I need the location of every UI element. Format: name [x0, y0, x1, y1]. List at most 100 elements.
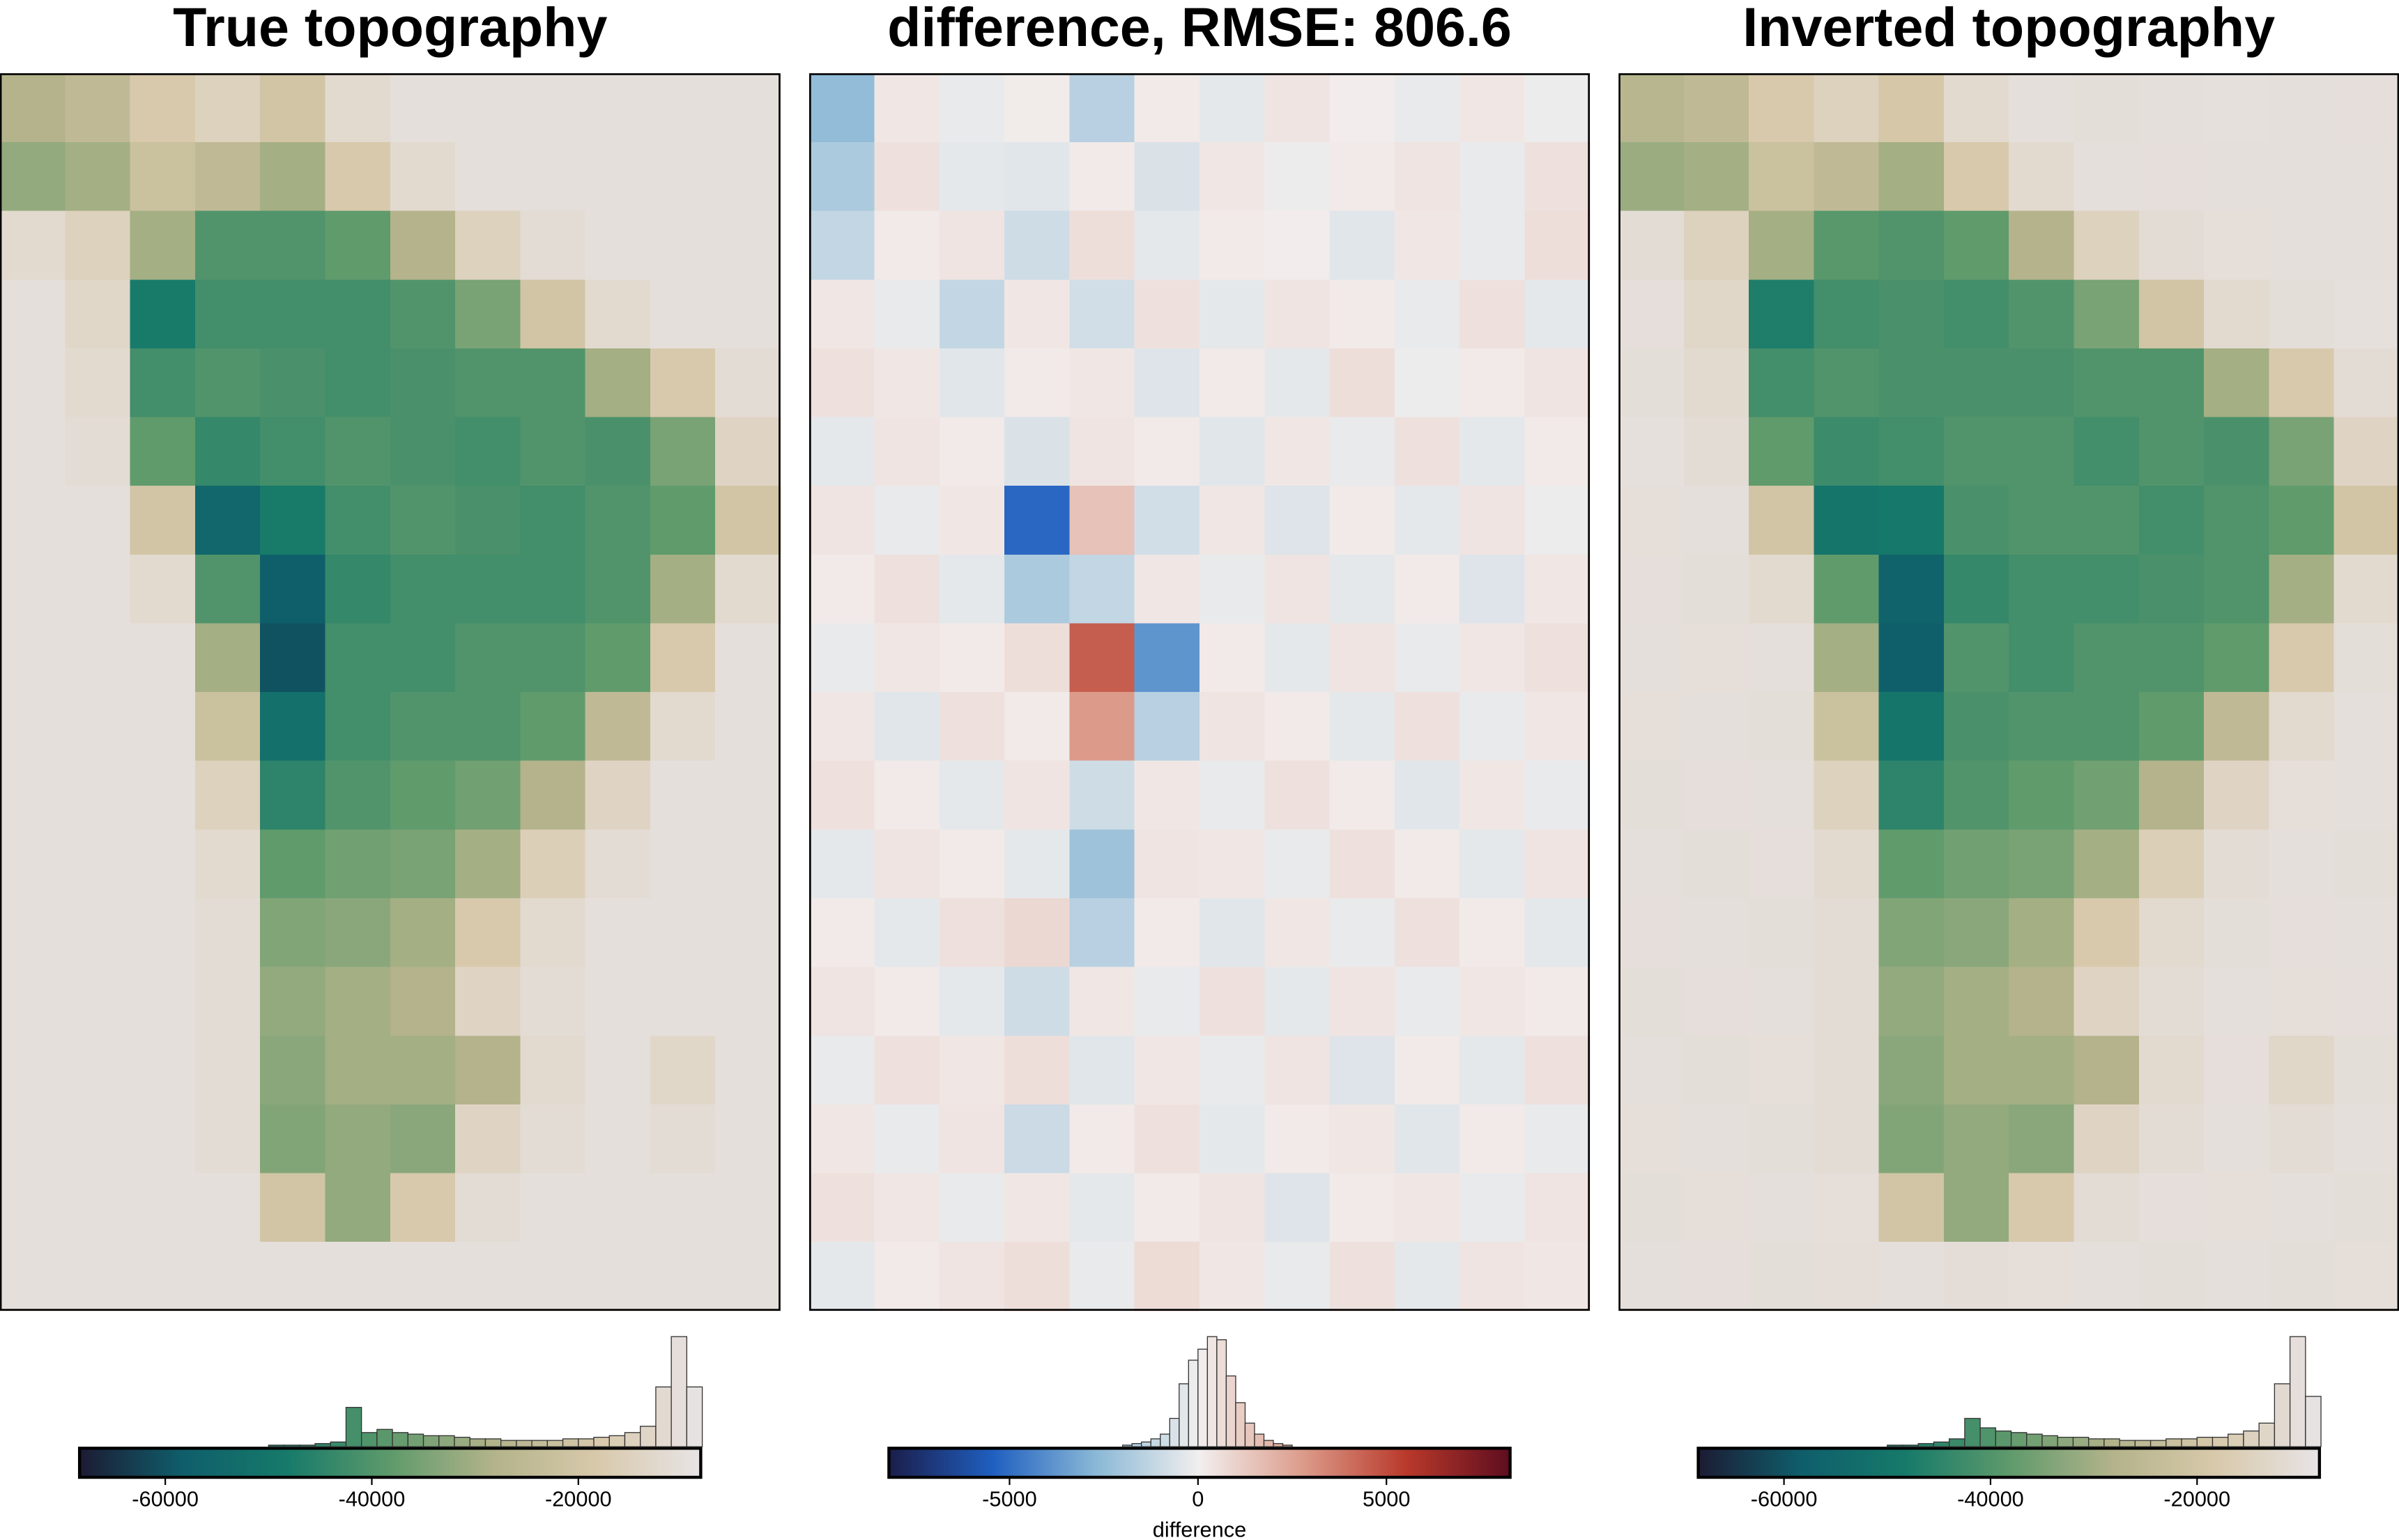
cell	[130, 554, 196, 624]
cell	[1069, 1173, 1135, 1243]
cell	[1749, 279, 1815, 349]
cell	[0, 1104, 66, 1174]
cell	[1524, 1035, 1591, 1105]
cell	[1200, 1173, 1266, 1243]
cell	[1814, 1104, 1880, 1174]
cell	[1329, 348, 1395, 418]
cell	[2269, 967, 2335, 1037]
cell	[1814, 73, 1880, 144]
cell	[1264, 348, 1331, 418]
cell	[1394, 486, 1461, 555]
cell	[1069, 1104, 1135, 1174]
cell	[874, 829, 940, 900]
cell	[390, 760, 457, 831]
cell	[194, 1104, 261, 1174]
cell	[2009, 1104, 2075, 1174]
cell	[130, 1242, 196, 1311]
cell	[1134, 898, 1201, 968]
cell	[1749, 692, 1815, 762]
cell	[1200, 1035, 1266, 1105]
cell	[874, 279, 940, 349]
cell	[2333, 1242, 2399, 1311]
cell	[939, 692, 1006, 762]
cell	[2009, 1035, 2075, 1105]
cell	[874, 348, 940, 418]
cell	[1329, 1242, 1395, 1311]
cell	[874, 1242, 940, 1311]
cell	[809, 141, 875, 212]
histogram-bar	[2010, 1432, 2028, 1447]
cell	[585, 554, 652, 624]
cell	[520, 898, 586, 968]
cell	[939, 1035, 1006, 1105]
histogram-bar	[1254, 1433, 1265, 1447]
cell	[2269, 1242, 2335, 1311]
cell	[1878, 1242, 1945, 1311]
cell	[585, 141, 652, 212]
cell	[715, 417, 781, 487]
cell	[2204, 898, 2270, 968]
cell	[194, 73, 261, 144]
cell	[939, 1173, 1006, 1243]
tick-label: -40000	[339, 1487, 406, 1511]
cell	[1749, 1242, 1815, 1311]
cell	[130, 279, 196, 349]
cell	[2074, 348, 2140, 418]
cell	[2204, 760, 2270, 831]
cell	[2204, 348, 2270, 418]
cell	[0, 141, 66, 212]
map-frame	[1618, 73, 2399, 1311]
cell	[1749, 73, 1815, 144]
histogram-bar	[1244, 1422, 1255, 1447]
cell	[130, 1104, 196, 1174]
tick-label: -5000	[982, 1487, 1037, 1511]
cell	[455, 1173, 521, 1243]
cell	[939, 829, 1006, 900]
cell	[2009, 210, 2075, 281]
cell	[2204, 279, 2270, 349]
cell	[1264, 73, 1331, 144]
cell	[1004, 623, 1071, 693]
cell	[520, 1104, 586, 1174]
heatmap	[0, 73, 781, 1311]
cell	[1878, 1173, 1945, 1243]
cell	[390, 1173, 457, 1243]
cell	[1459, 692, 1526, 762]
cell	[1004, 1242, 1071, 1311]
histogram-bar	[392, 1432, 408, 1447]
cell	[650, 1242, 716, 1311]
cell	[650, 692, 716, 762]
cell	[809, 279, 875, 349]
cell	[585, 623, 652, 693]
cell	[585, 829, 652, 900]
histogram-bar	[438, 1435, 455, 1447]
cell	[1004, 829, 1071, 900]
cell	[1069, 279, 1135, 349]
cell	[130, 73, 196, 144]
cell	[1200, 417, 1266, 487]
cell	[874, 486, 940, 555]
cell	[1683, 486, 1750, 555]
cell	[194, 967, 261, 1037]
cell	[194, 1173, 261, 1243]
cell	[2204, 210, 2270, 281]
cell	[0, 210, 66, 281]
cell	[1069, 417, 1135, 487]
cell	[2333, 486, 2399, 555]
cell	[1749, 829, 1815, 900]
cell	[2074, 760, 2140, 831]
cell	[130, 141, 196, 212]
cell	[2074, 829, 2140, 900]
cell	[1683, 348, 1750, 418]
cell	[1200, 692, 1266, 762]
cell	[455, 554, 521, 624]
cell	[65, 898, 131, 968]
cell	[2138, 1035, 2205, 1105]
colorbar	[887, 1447, 1512, 1479]
cell	[1524, 279, 1591, 349]
cell	[1683, 1104, 1750, 1174]
cell	[130, 348, 196, 418]
cell	[194, 1035, 261, 1105]
cell	[1394, 1242, 1461, 1311]
